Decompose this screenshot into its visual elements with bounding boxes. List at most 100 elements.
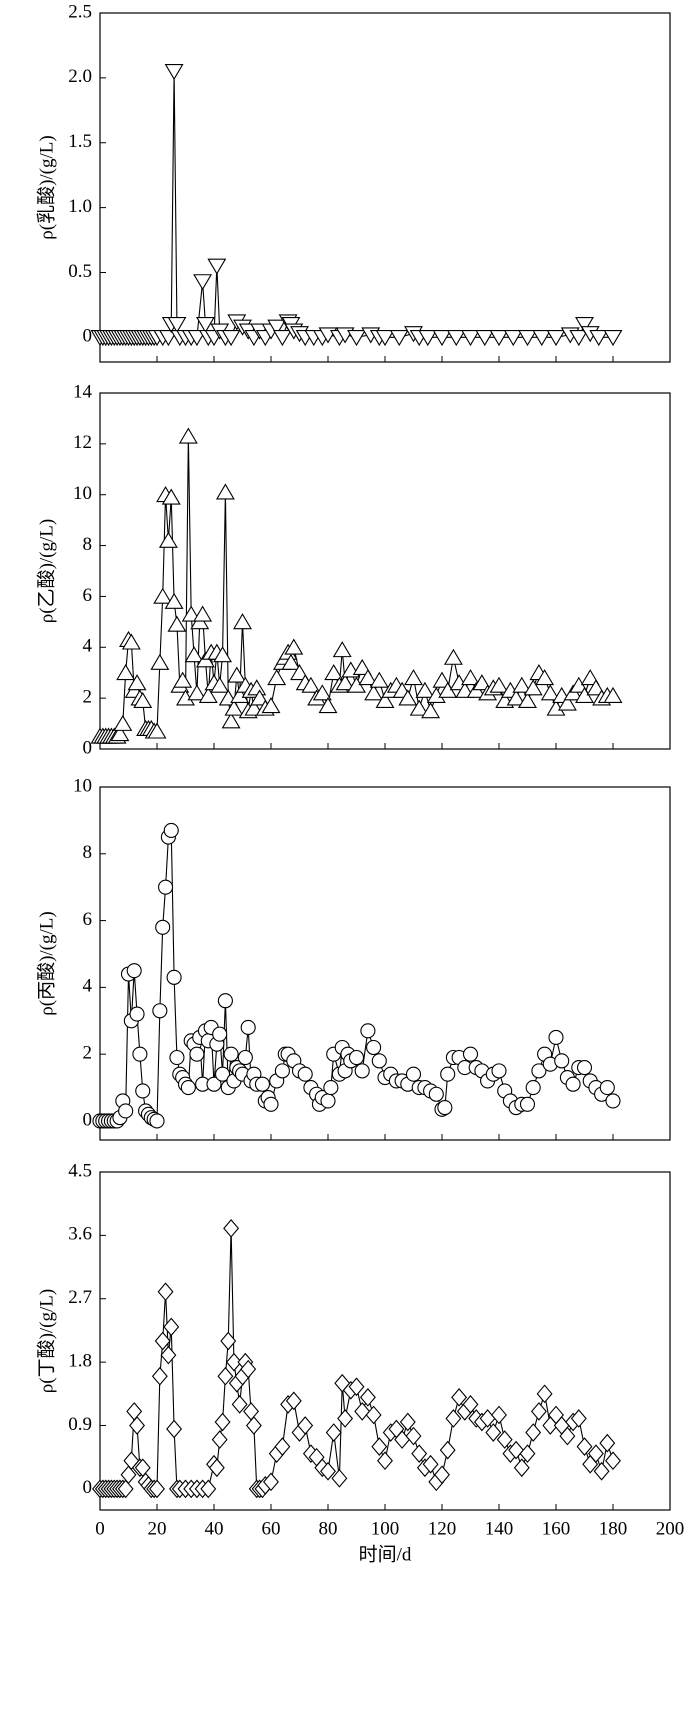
data-point [461,669,480,686]
data-point [325,1423,342,1442]
data-point [570,1409,587,1428]
data-point [211,1430,228,1449]
data-point [589,329,609,347]
data-point [508,1440,525,1460]
y-tick-label: 0 [83,737,93,758]
data-point [158,879,174,895]
data-point [117,1479,134,1499]
data-point [432,329,452,347]
data-point [398,689,418,706]
data-point [160,1345,177,1365]
data-point [208,1458,225,1478]
y-tick-label: 0.9 [68,1414,92,1435]
data-point [366,1039,382,1056]
data-point [187,684,207,701]
plot-frame [99,12,671,363]
data-point [512,676,532,693]
data-point [274,1063,290,1079]
data-point [214,1412,231,1432]
data-point [418,329,438,347]
y-tick-label: 0 [83,326,93,347]
data-point [513,1458,530,1478]
data-point [358,669,378,686]
data-line [100,71,613,339]
data-point [411,1444,428,1464]
data-point [126,963,142,979]
data-point [152,1003,168,1019]
data-point [200,1479,217,1499]
y-tick-label: 10 [73,775,92,796]
data-point [375,691,395,709]
data-point [462,1395,479,1414]
data-point [274,1437,291,1456]
data-point [399,1412,416,1432]
y-tick-label: 4.5 [68,1160,92,1181]
data-point [389,329,409,347]
data-point [215,483,235,500]
y-axis-label: ρ(乙酸)/(g/L) [35,519,57,623]
data-point [164,592,184,609]
data-point [599,1080,615,1096]
data-point [409,699,429,716]
data-point [221,712,241,729]
data-point [491,1063,507,1079]
data-point [496,1430,513,1449]
x-tick-label: 140 [485,1518,514,1539]
data-point [189,1046,205,1062]
data-point [485,1423,502,1442]
data-point [297,1416,314,1435]
data-point [244,699,264,716]
data-point [532,329,552,347]
data-point [123,1451,140,1471]
data-point [348,1049,365,1066]
data-point [331,1468,348,1488]
data-point [129,1416,145,1435]
y-tick-label: 2.0 [68,66,92,87]
x-tick-label: 40 [205,1518,224,1539]
data-point [323,1080,339,1096]
data-point [518,329,537,347]
data-point [118,1103,134,1119]
data-point [157,1282,174,1302]
data-point [237,1049,253,1066]
data-point [133,691,153,709]
data-point [121,633,141,650]
data-point [120,1465,137,1485]
data-point [193,605,213,622]
data-point [569,329,589,347]
data-point [149,1479,165,1499]
x-tick-label: 160 [542,1518,571,1539]
data-point [163,1317,180,1337]
data-point [163,822,179,838]
data-point [206,1076,222,1092]
data-point [489,329,509,347]
data-point [530,1402,547,1421]
data-point [263,1472,279,1492]
data-point [554,1053,570,1069]
y-tick-label: 1.0 [68,196,92,217]
data-point [250,689,270,706]
data-point [428,1086,444,1102]
data-point [576,1059,593,1076]
data-point [254,1076,271,1092]
data-point [151,1366,168,1386]
data-point [603,686,623,703]
data-point [318,697,338,714]
data-point [213,646,233,663]
x-tick-label: 100 [371,1518,400,1539]
data-point [285,1391,302,1411]
data-point [348,1377,365,1397]
data-point [587,1444,604,1464]
data-point [195,317,215,334]
y-tick-label: 3.6 [68,1224,92,1245]
data-point [166,969,182,985]
data-point [445,1409,462,1428]
data-point [110,725,130,742]
data-point [324,663,344,681]
data-point [375,329,395,347]
data-point [599,1433,616,1453]
y-tick-label: 4 [83,636,93,657]
data-point [359,1387,376,1407]
data-point [207,258,227,275]
data-point [434,1465,450,1485]
